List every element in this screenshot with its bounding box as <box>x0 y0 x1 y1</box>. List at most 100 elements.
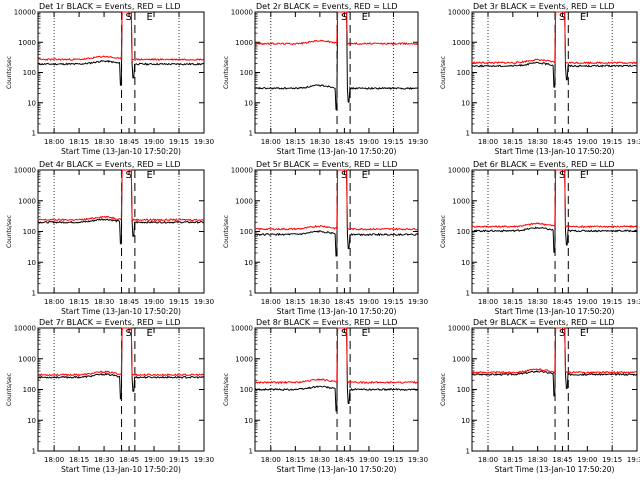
x-tick-label: 18:45 <box>334 138 354 146</box>
y-tick-label: 10000 <box>231 325 253 333</box>
x-tick-label: 18:30 <box>310 298 330 306</box>
x-tick-label: 18:15 <box>503 456 523 464</box>
x-tick-label: 18:45 <box>552 298 572 306</box>
x-tick-label: 19:15 <box>169 138 189 146</box>
y-tick-label: 10000 <box>448 9 470 17</box>
s-marker-label: S <box>559 328 565 339</box>
y-tick-label: 1000 <box>235 197 253 205</box>
x-tick-label: 19:00 <box>359 298 379 306</box>
x-tick-label: 18:15 <box>285 298 305 306</box>
x-tick-label: 18:00 <box>261 298 281 306</box>
y-tick-label: 1 <box>32 290 36 298</box>
lld-series-line <box>37 169 204 222</box>
detector-panel: Det 2r BLACK = Events, RED = LLD 1 10 100 10… <box>223 2 428 156</box>
events-series-line <box>38 169 204 245</box>
x-axis-label: Start Time (13-Jan-10 17:50:20) <box>495 465 615 474</box>
x-tick-label: 19:00 <box>577 456 597 464</box>
x-tick-label: 19:00 <box>144 138 164 146</box>
e-marker-label: E <box>147 12 153 23</box>
lld-series-line <box>37 11 204 62</box>
x-tick-label: 19:30 <box>627 456 640 464</box>
y-tick-label: 1 <box>249 448 253 456</box>
y-tick-label: 100 <box>457 386 470 394</box>
events-series-line <box>254 327 419 412</box>
x-tick-label: 18:00 <box>478 456 498 464</box>
x-axis-label: Start Time (13-Jan-10 17:50:20) <box>277 465 397 474</box>
s-marker-label: S <box>126 170 132 181</box>
x-tick-label: 19:30 <box>627 298 640 306</box>
y-axis-label: Counts/sec <box>440 215 447 248</box>
x-tick-label: 18:00 <box>478 138 498 146</box>
y-tick-label: 10000 <box>14 167 36 175</box>
e-marker-label: E <box>362 170 368 181</box>
y-tick-label: 1000 <box>452 355 470 363</box>
y-tick-label: 10 <box>244 417 253 425</box>
x-tick-label: 19:30 <box>408 298 428 306</box>
x-tick-label: 18:45 <box>119 138 139 146</box>
x-tick-label: 19:15 <box>383 138 403 146</box>
y-tick-label: 1000 <box>452 39 470 47</box>
x-axis-label: Start Time (13-Jan-10 17:50:20) <box>495 307 615 316</box>
events-series-line <box>254 169 419 257</box>
lld-series-line <box>471 327 637 375</box>
y-tick-label: 100 <box>23 228 36 236</box>
y-tick-label: 1 <box>466 448 470 456</box>
lld-series-line <box>37 327 205 377</box>
y-axis-label: Counts/sec <box>6 215 13 248</box>
x-tick-label: 19:00 <box>144 456 164 464</box>
x-tick-label: 18:00 <box>261 456 281 464</box>
detector-panel: Det 7r BLACK = Events, RED = LLD 1 10 100 10… <box>6 318 214 474</box>
events-series-line <box>471 169 638 253</box>
e-marker-label: E <box>580 12 586 23</box>
x-tick-label: 19:15 <box>602 298 622 306</box>
y-tick-label: 1000 <box>235 39 253 47</box>
s-marker-label: S <box>341 12 347 23</box>
s-marker-label: S <box>341 170 347 181</box>
y-tick-label: 1 <box>466 290 470 298</box>
x-tick-label: 18:30 <box>310 456 330 464</box>
x-tick-label: 18:30 <box>94 298 114 306</box>
x-tick-label: 18:45 <box>334 456 354 464</box>
x-tick-label: 18:45 <box>334 298 354 306</box>
x-tick-label: 19:15 <box>169 456 189 464</box>
panel-title: Det 2r BLACK = Events, RED = LLD <box>256 2 398 11</box>
y-tick-label: 10000 <box>14 325 36 333</box>
s-marker-label: S <box>126 12 132 23</box>
y-tick-label: 10 <box>461 99 470 107</box>
panel-title: Det 8r BLACK = Events, RED = LLD <box>256 318 398 327</box>
panel-title: Det 1r BLACK = Events, RED = LLD <box>39 2 181 11</box>
y-tick-label: 1000 <box>235 355 253 363</box>
s-marker-label: S <box>559 12 565 23</box>
lld-series-line <box>254 169 418 231</box>
x-tick-label: 18:15 <box>285 138 305 146</box>
e-marker-label: E <box>580 170 586 181</box>
y-tick-label: 1000 <box>18 197 36 205</box>
detector-panel: Det 8r BLACK = Events, RED = LLD 1 10 100 10… <box>223 318 428 474</box>
x-tick-label: 18:15 <box>69 456 89 464</box>
y-tick-label: 10000 <box>14 9 36 17</box>
panel-title: Det 6r BLACK = Events, RED = LLD <box>473 160 615 169</box>
detector-panel: Det 6r BLACK = Events, RED = LLD 1 10 100 10… <box>440 160 640 316</box>
events-series-line <box>254 11 418 110</box>
y-tick-label: 10 <box>461 417 470 425</box>
detector-panel: Det 1r BLACK = Events, RED = LLD 1 10 100 10… <box>6 2 214 156</box>
y-tick-label: 1 <box>32 130 36 138</box>
lld-series-line <box>471 169 638 229</box>
y-tick-label: 1 <box>466 130 470 138</box>
y-axis-label: Counts/sec <box>6 56 13 89</box>
x-tick-label: 18:45 <box>119 456 139 464</box>
y-tick-label: 10 <box>244 99 253 107</box>
y-tick-label: 1000 <box>18 355 36 363</box>
x-axis-label: Start Time (13-Jan-10 17:50:20) <box>495 147 615 156</box>
x-tick-label: 19:15 <box>169 298 189 306</box>
s-marker-label: S <box>559 170 565 181</box>
x-tick-label: 18:15 <box>503 138 523 146</box>
x-tick-label: 19:15 <box>383 456 403 464</box>
y-axis-label: Counts/sec <box>440 56 447 89</box>
events-series-line <box>37 11 204 86</box>
events-series-line <box>471 327 638 397</box>
x-tick-label: 18:00 <box>44 138 64 146</box>
detector-panel: Det 9r BLACK = Events, RED = LLD 1 10 100 10… <box>440 318 640 474</box>
y-axis-label: Counts/sec <box>223 215 230 248</box>
